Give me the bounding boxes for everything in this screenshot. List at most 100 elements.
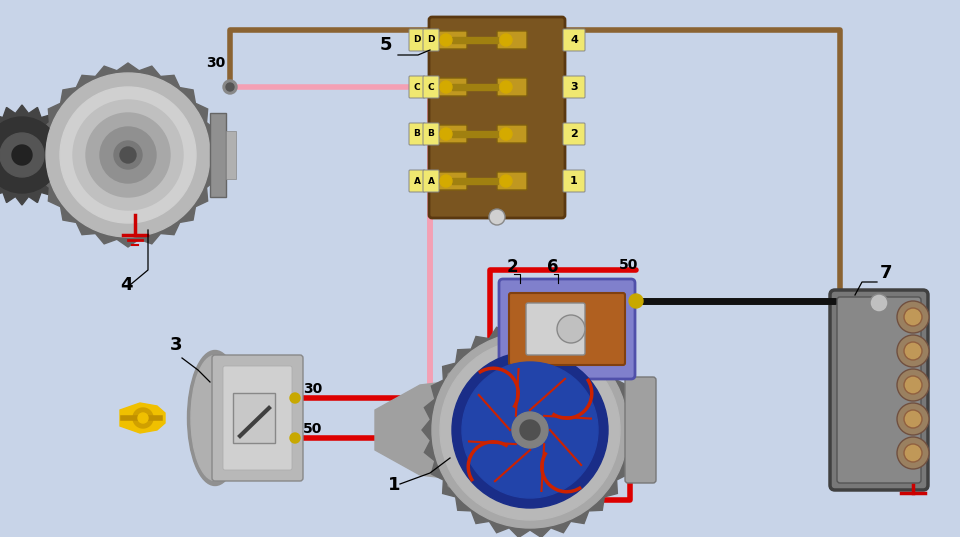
Circle shape (520, 420, 540, 440)
FancyBboxPatch shape (437, 172, 467, 190)
Circle shape (897, 403, 929, 435)
FancyBboxPatch shape (212, 355, 303, 481)
Text: 3: 3 (170, 336, 182, 354)
Circle shape (500, 175, 512, 187)
Circle shape (904, 342, 922, 360)
Circle shape (489, 209, 505, 225)
Circle shape (290, 393, 300, 403)
Circle shape (904, 444, 922, 462)
FancyBboxPatch shape (437, 78, 467, 96)
Circle shape (60, 87, 196, 223)
Circle shape (432, 332, 628, 528)
Circle shape (0, 133, 44, 177)
Text: 50: 50 (303, 422, 323, 436)
FancyBboxPatch shape (437, 125, 467, 143)
Text: 4: 4 (120, 276, 132, 294)
Bar (54, 141, 74, 169)
Text: 4: 4 (570, 35, 578, 45)
Circle shape (290, 433, 300, 443)
Circle shape (897, 369, 929, 401)
Text: B: B (414, 129, 420, 139)
Text: B: B (427, 129, 435, 139)
Circle shape (904, 308, 922, 326)
Circle shape (904, 376, 922, 394)
FancyBboxPatch shape (497, 78, 527, 96)
Circle shape (223, 80, 237, 94)
Circle shape (500, 81, 512, 93)
Text: 6: 6 (547, 258, 559, 276)
FancyBboxPatch shape (526, 303, 585, 355)
Text: D: D (413, 35, 420, 45)
Circle shape (897, 301, 929, 333)
FancyBboxPatch shape (429, 17, 565, 218)
FancyBboxPatch shape (563, 170, 585, 192)
Bar (32, 133, 62, 177)
Polygon shape (36, 63, 220, 247)
Circle shape (46, 73, 210, 237)
Circle shape (870, 294, 888, 312)
Circle shape (226, 83, 234, 91)
Text: 1: 1 (570, 176, 578, 186)
Text: 30: 30 (206, 56, 226, 70)
Text: 3: 3 (570, 82, 578, 92)
Text: C: C (428, 83, 434, 91)
Polygon shape (120, 403, 165, 433)
Circle shape (557, 315, 585, 343)
FancyBboxPatch shape (563, 123, 585, 145)
Circle shape (440, 34, 452, 46)
FancyBboxPatch shape (423, 29, 439, 51)
Circle shape (138, 413, 148, 423)
FancyBboxPatch shape (409, 170, 425, 192)
Bar (452, 178, 498, 184)
Circle shape (86, 113, 170, 197)
Circle shape (133, 408, 153, 428)
Text: 50: 50 (619, 258, 638, 272)
Circle shape (114, 141, 142, 169)
FancyBboxPatch shape (423, 76, 439, 98)
Ellipse shape (187, 351, 243, 485)
FancyBboxPatch shape (423, 123, 439, 145)
FancyBboxPatch shape (497, 125, 527, 143)
Circle shape (904, 410, 922, 428)
Circle shape (629, 294, 643, 308)
FancyBboxPatch shape (509, 293, 625, 365)
Circle shape (440, 128, 452, 140)
Text: 7: 7 (880, 264, 893, 282)
Circle shape (452, 352, 608, 508)
Text: A: A (427, 177, 435, 185)
FancyBboxPatch shape (563, 29, 585, 51)
FancyBboxPatch shape (499, 279, 635, 379)
FancyBboxPatch shape (423, 170, 439, 192)
Circle shape (897, 437, 929, 469)
FancyBboxPatch shape (837, 297, 921, 483)
Circle shape (512, 412, 548, 448)
Circle shape (462, 362, 598, 498)
Bar (452, 37, 498, 43)
Circle shape (440, 340, 620, 520)
Text: 2: 2 (570, 129, 578, 139)
Bar (233, 393, 275, 443)
Ellipse shape (191, 355, 239, 481)
Text: A: A (414, 177, 420, 185)
Circle shape (120, 147, 136, 163)
Circle shape (73, 100, 183, 210)
Text: C: C (414, 83, 420, 91)
Text: 1: 1 (388, 476, 400, 494)
FancyBboxPatch shape (497, 31, 527, 49)
Circle shape (0, 117, 60, 193)
FancyBboxPatch shape (563, 76, 585, 98)
Circle shape (500, 34, 512, 46)
Circle shape (12, 145, 32, 165)
Bar (452, 84, 498, 90)
FancyBboxPatch shape (497, 172, 527, 190)
Text: 2: 2 (507, 258, 518, 276)
FancyBboxPatch shape (223, 366, 292, 470)
Polygon shape (0, 105, 72, 205)
Bar (210, 113, 226, 197)
Circle shape (500, 128, 512, 140)
FancyBboxPatch shape (437, 31, 467, 49)
Circle shape (440, 81, 452, 93)
FancyBboxPatch shape (409, 29, 425, 51)
FancyBboxPatch shape (448, 373, 472, 487)
Text: 30: 30 (303, 382, 323, 396)
